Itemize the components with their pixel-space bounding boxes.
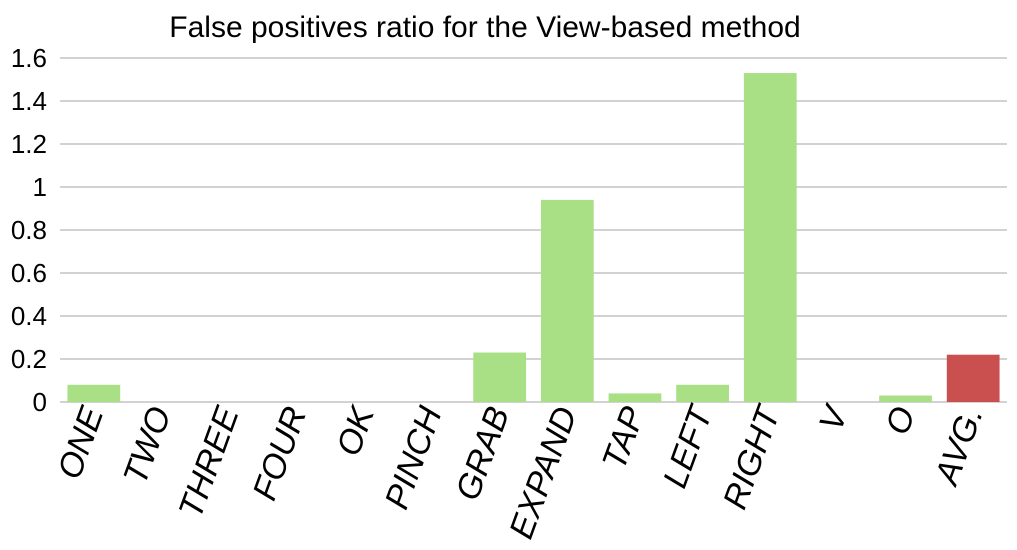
x-tick-label: LEFT — [656, 400, 721, 493]
x-tick-label: THREE — [172, 401, 247, 523]
y-tick-label: 0.6 — [11, 258, 47, 288]
y-tick-label: 1.6 — [11, 43, 47, 73]
y-tick-label: 1.2 — [11, 129, 47, 159]
y-tick-label: 1 — [33, 172, 47, 202]
x-tick-label: FOUR — [246, 402, 315, 506]
x-tick-label: O — [878, 402, 923, 440]
chart-title: False positives ratio for the View-based… — [169, 11, 800, 44]
bars — [67, 73, 1000, 403]
x-tick-label: V — [812, 399, 857, 436]
bar-left — [676, 384, 729, 402]
y-tick-label: 1.4 — [11, 86, 47, 116]
bar-grab — [473, 352, 527, 402]
x-tick-label: RIGHT — [716, 400, 789, 514]
bar-avg — [946, 354, 1000, 402]
y-tick-label: 0 — [33, 387, 47, 417]
y-axis: 0 0.2 0.4 0.6 0.8 1 1.2 1.4 1.6 — [11, 43, 47, 417]
x-tick-label: AVG. — [927, 402, 991, 491]
bar-expand — [540, 199, 594, 402]
x-tick-label: TAP — [595, 401, 653, 474]
y-tick-label: 0.8 — [11, 215, 47, 245]
x-tick-label: ONE — [50, 401, 111, 484]
gridlines — [60, 57, 1007, 403]
y-tick-label: 0.4 — [11, 301, 47, 331]
x-tick-label: OK — [329, 400, 382, 460]
x-tick-label: PINCH — [378, 401, 450, 514]
bar-one — [67, 384, 121, 402]
y-tick-label: 0.2 — [11, 344, 47, 374]
x-tick-label: EXPAND — [502, 402, 585, 544]
bar-right — [743, 73, 797, 403]
bar-o — [879, 395, 932, 402]
bar-tap — [608, 393, 662, 402]
x-tick-label: TWO — [116, 402, 179, 490]
x-tick-label: GRAB — [449, 402, 518, 506]
